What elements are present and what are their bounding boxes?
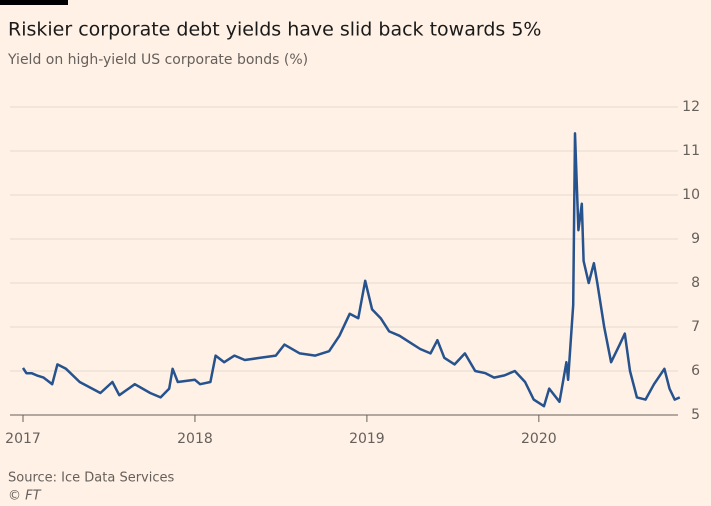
chart-title: Riskier corporate debt yields have slid … [8, 19, 541, 41]
x-tick-label: 2019 [349, 431, 385, 447]
title-bar [0, 0, 68, 5]
y-tick-label: 12 [682, 99, 700, 115]
x-tick-label: 2018 [177, 431, 213, 447]
y-tick-label: 6 [691, 363, 700, 379]
y-tick-label: 10 [682, 187, 700, 203]
y-tick-label: 7 [691, 319, 700, 335]
y-tick-label: 11 [682, 143, 700, 159]
credit: © FT [8, 489, 42, 504]
chart-subtitle: Yield on high-yield US corporate bonds (… [7, 52, 308, 68]
y-tick-label: 8 [691, 275, 700, 291]
x-tick-label: 2020 [521, 431, 557, 447]
y-tick-label: 9 [691, 231, 700, 247]
y-tick-label: 5 [691, 407, 700, 423]
line [21, 132, 681, 408]
source: Source: Ice Data Services [8, 471, 174, 486]
x-tick-label: 2017 [5, 431, 41, 447]
